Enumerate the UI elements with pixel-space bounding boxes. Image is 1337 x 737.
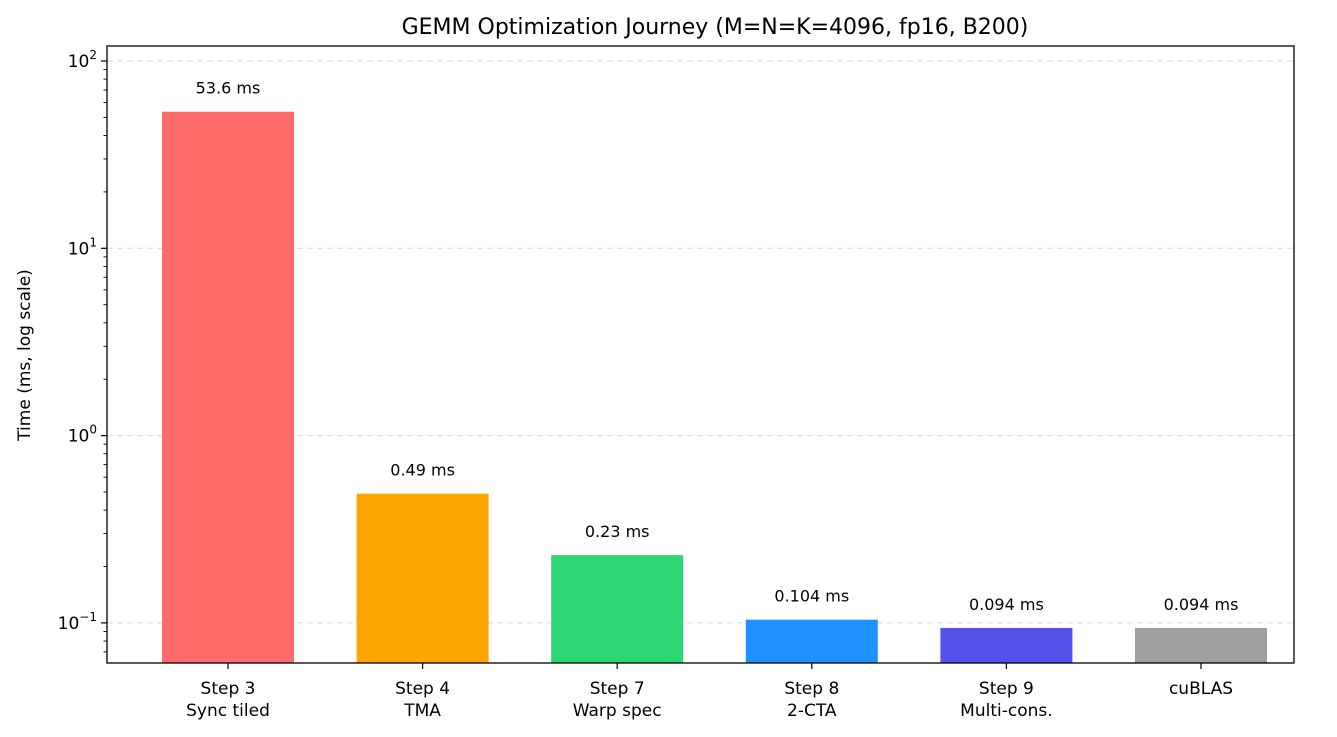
bar (1135, 627, 1267, 663)
grid-lines (107, 60, 1294, 624)
y-tick-exponent: 1 (89, 235, 97, 249)
x-tick-label: Multi-cons. (960, 701, 1052, 721)
y-tick-base: 10 (68, 52, 90, 72)
x-tick-label: Step 4 (395, 679, 450, 699)
bar (356, 493, 489, 663)
bar (162, 111, 294, 664)
bar-data-label: 0.49 ms (390, 461, 455, 480)
bar (940, 627, 1073, 663)
x-tick-label: 2-CTA (787, 701, 837, 721)
y-tick-exponent: 0 (89, 423, 97, 437)
x-tick-label: Step 3 (201, 679, 256, 699)
bar-data-label: 0.094 ms (1164, 595, 1239, 614)
y-tick-label: 10−1 (58, 610, 97, 634)
plot-area-frame (106, 45, 1295, 664)
x-tick-label: TMA (403, 701, 441, 721)
bar-data-label: 0.094 ms (969, 595, 1044, 614)
bar-data-label: 0.23 ms (585, 522, 650, 541)
chart-title: GEMM Optimization Journey (M=N=K=4096, f… (402, 15, 1029, 40)
data-labels: 53.6 ms 0.49 ms 0.23 ms 0.104 ms 0.094 ms 0.0… (196, 79, 1239, 614)
bar (745, 619, 878, 663)
x-tick-label: Warp spec (573, 701, 662, 721)
y-tick-base: 10 (68, 427, 90, 447)
y-tick-exponent: 2 (89, 48, 97, 62)
bar (551, 555, 684, 663)
y-tick-base: 10 (68, 239, 90, 259)
y-tick-label: 101 (68, 235, 97, 259)
x-tick-label: cuBLAS (1169, 679, 1233, 699)
y-tick-label: 100 (68, 423, 97, 447)
bars (162, 111, 1267, 664)
y-axis-label: Time (ms, log scale) (15, 269, 35, 442)
y-tick-exponent: −1 (79, 610, 97, 624)
y-tick-label: 102 (68, 48, 97, 72)
bar-data-label: 0.104 ms (774, 587, 849, 606)
x-tick-label: Step 9 (979, 679, 1034, 699)
bar-data-label: 53.6 ms (196, 79, 261, 98)
x-tick-label: Step 7 (590, 679, 645, 699)
y-tick-base: 10 (58, 614, 80, 634)
x-tick-label: Sync tiled (186, 701, 270, 721)
x-tick-label: Step 8 (784, 679, 839, 699)
